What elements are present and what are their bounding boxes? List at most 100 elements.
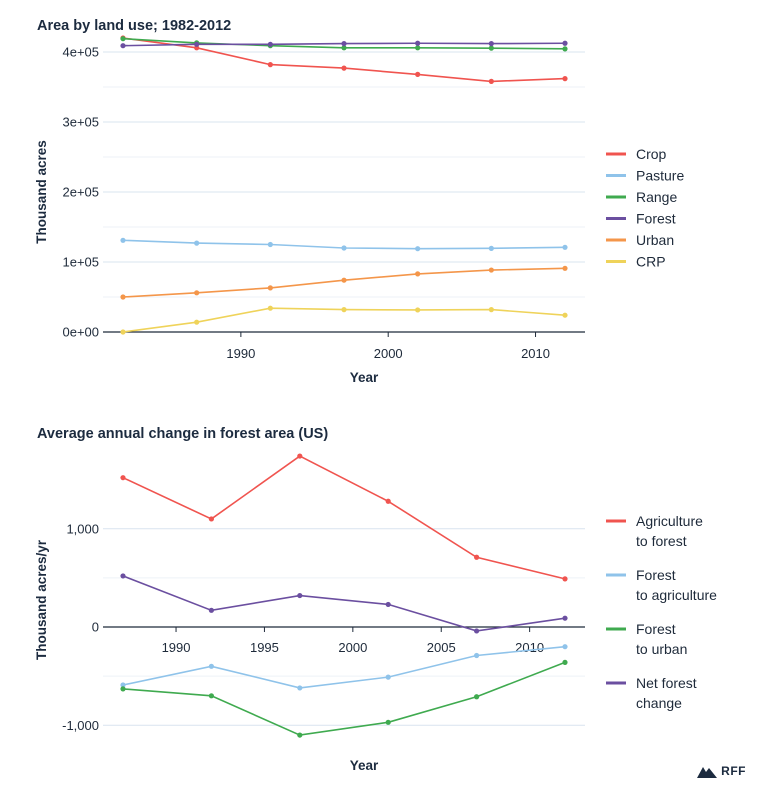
data-point <box>267 285 273 291</box>
x-axis-title: Year <box>350 370 379 385</box>
legend-label: change <box>636 695 682 711</box>
y-tick-label: 0 <box>92 620 99 635</box>
legend-label: CRP <box>636 254 666 270</box>
data-point <box>562 76 568 82</box>
data-point <box>341 307 347 313</box>
data-point <box>194 41 200 47</box>
data-point <box>120 475 126 481</box>
legend-label: Forest <box>636 567 676 583</box>
data-point <box>120 294 126 300</box>
y-tick-label: -1,000 <box>62 718 99 733</box>
y-tick-label: 3e+05 <box>62 115 99 130</box>
y-tick-label: 1,000 <box>66 521 99 536</box>
data-point <box>562 659 568 665</box>
data-point <box>208 663 214 669</box>
data-point <box>341 65 347 71</box>
legend-label: Forest <box>636 211 676 227</box>
logo-text: RFF <box>721 764 746 778</box>
x-tick-label: 1990 <box>226 346 255 361</box>
x-tick-label: 1990 <box>162 640 191 655</box>
data-point <box>562 40 568 46</box>
data-point <box>562 312 568 318</box>
data-point <box>297 732 303 738</box>
data-point <box>415 307 421 313</box>
data-point <box>488 41 494 47</box>
y-tick-label: 2e+05 <box>62 185 99 200</box>
data-point <box>562 46 568 52</box>
mountain-logo-icon <box>697 767 718 778</box>
legend-label: to agriculture <box>636 587 717 603</box>
chart-title-forest-change: Average annual change in forest area (US… <box>37 426 329 442</box>
series-line-0 <box>122 455 566 580</box>
y-tick-label: 0e+00 <box>62 325 99 340</box>
data-point <box>341 245 347 251</box>
legend-label: Urban <box>636 232 674 248</box>
rff-logo: RFF <box>697 764 746 778</box>
data-point <box>208 607 214 613</box>
data-point <box>297 592 303 599</box>
data-point <box>297 685 303 691</box>
data-point <box>488 267 494 273</box>
data-point <box>415 45 421 51</box>
data-point <box>267 62 273 68</box>
data-point <box>120 329 126 335</box>
data-point <box>267 241 273 248</box>
data-point <box>562 644 568 650</box>
data-point <box>194 290 200 296</box>
data-point <box>267 41 273 47</box>
legend-label: Net forest <box>636 675 697 691</box>
data-point <box>194 240 200 246</box>
legend-label: Agriculture <box>636 513 703 529</box>
y-axis-title: Thousand acres/yr <box>34 539 49 660</box>
chart-title-land-use: Area by land use; 1982-2012 <box>37 18 232 34</box>
data-point <box>120 573 126 579</box>
data-point <box>120 43 126 49</box>
data-point <box>385 601 391 608</box>
data-point <box>474 652 480 659</box>
data-point <box>120 237 126 243</box>
x-tick-label: 2000 <box>374 346 403 361</box>
data-point <box>488 307 494 313</box>
x-tick-label: 2010 <box>515 640 544 655</box>
data-point <box>120 686 126 692</box>
data-point <box>562 576 568 582</box>
legend-label: Range <box>636 189 677 205</box>
y-axis-title: Thousand acres <box>34 140 49 244</box>
y-tick-label: 4e+05 <box>62 45 99 60</box>
x-tick-label: 2010 <box>521 346 550 361</box>
data-point <box>385 498 391 504</box>
data-point <box>488 78 494 84</box>
data-point <box>297 453 303 459</box>
data-point <box>208 516 214 522</box>
data-point <box>415 71 421 77</box>
data-point <box>341 277 347 283</box>
x-tick-label: 1995 <box>250 640 279 655</box>
x-tick-label: 2005 <box>427 640 456 655</box>
x-axis-title: Year <box>350 758 379 773</box>
legend-label: to forest <box>636 533 687 549</box>
legend-label: Crop <box>636 146 667 162</box>
data-point <box>474 694 480 700</box>
legend-label: to urban <box>636 641 687 657</box>
data-point <box>120 682 126 688</box>
data-point <box>415 271 421 277</box>
data-point <box>488 245 494 251</box>
y-tick-label: 1e+05 <box>62 255 99 270</box>
data-point <box>194 319 200 325</box>
data-point <box>341 41 347 47</box>
data-point <box>341 45 347 51</box>
series-line-1 <box>122 645 566 689</box>
data-point <box>488 45 494 51</box>
data-point <box>385 719 391 725</box>
data-point <box>562 265 568 271</box>
x-tick-label: 2000 <box>338 640 367 655</box>
data-point <box>562 244 568 250</box>
series-line-2 <box>122 661 566 736</box>
data-point <box>474 554 480 560</box>
data-point <box>562 615 568 621</box>
data-point <box>474 628 480 634</box>
data-point <box>208 693 214 699</box>
legend-label: Forest <box>636 621 676 637</box>
data-point <box>267 305 273 311</box>
